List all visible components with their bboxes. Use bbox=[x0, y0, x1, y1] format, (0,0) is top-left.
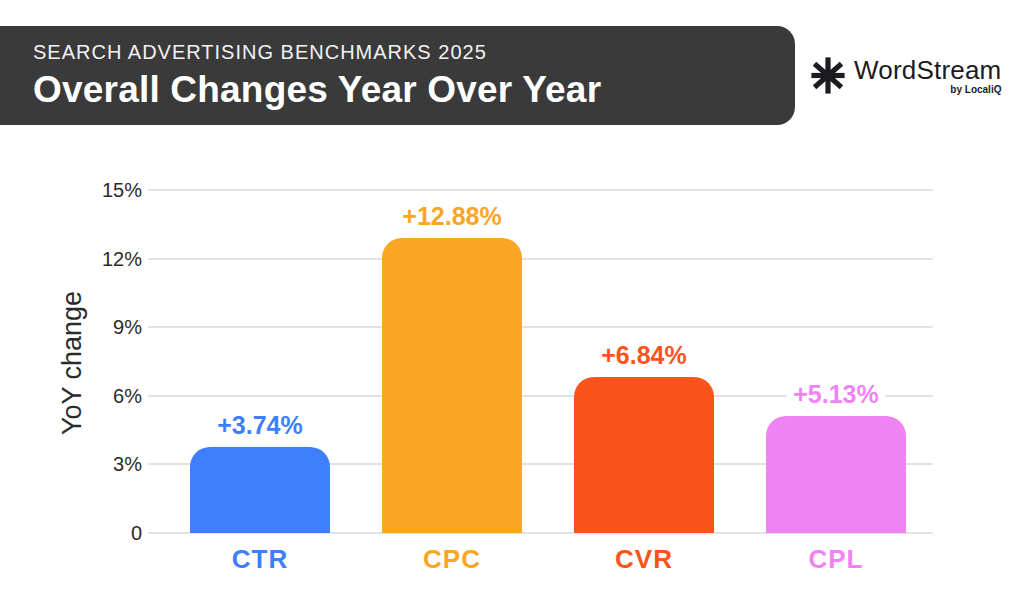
y-tick-label: 15% bbox=[52, 176, 142, 204]
value-text: +12.88% bbox=[396, 202, 507, 230]
bar-chart: 03%6%9%12%15%YoY change+3.74%CTR+12.88%C… bbox=[0, 0, 1024, 602]
y-tick-label: 3% bbox=[52, 450, 142, 478]
y-tick-label: 12% bbox=[52, 245, 142, 273]
value-label-cvr: +6.84% bbox=[534, 340, 754, 370]
value-label-cpc: +12.88% bbox=[342, 201, 562, 231]
bar-cpc bbox=[382, 238, 522, 533]
value-text: +6.84% bbox=[595, 341, 693, 369]
category-label-cpl: CPL bbox=[726, 544, 946, 574]
gridline-15% bbox=[148, 189, 933, 191]
gridline-12% bbox=[148, 258, 933, 260]
value-label-cpl: +5.13% bbox=[726, 379, 946, 409]
category-label-cpc: CPC bbox=[342, 544, 562, 574]
category-label-ctr: CTR bbox=[150, 544, 370, 574]
bar-cvr bbox=[574, 377, 714, 533]
y-axis-title: YoY change bbox=[57, 290, 88, 434]
value-text: +3.74% bbox=[211, 411, 309, 439]
infographic: SEARCH ADVERTISING BENCHMARKS 2025 Overa… bbox=[0, 0, 1024, 602]
value-label-ctr: +3.74% bbox=[150, 410, 370, 440]
bar-cpl bbox=[766, 416, 906, 533]
bar-ctr bbox=[190, 447, 330, 533]
category-label-cvr: CVR bbox=[534, 544, 754, 574]
y-tick-label: 0 bbox=[52, 519, 142, 547]
gridline-9% bbox=[148, 326, 933, 328]
value-text: +5.13% bbox=[787, 380, 885, 408]
